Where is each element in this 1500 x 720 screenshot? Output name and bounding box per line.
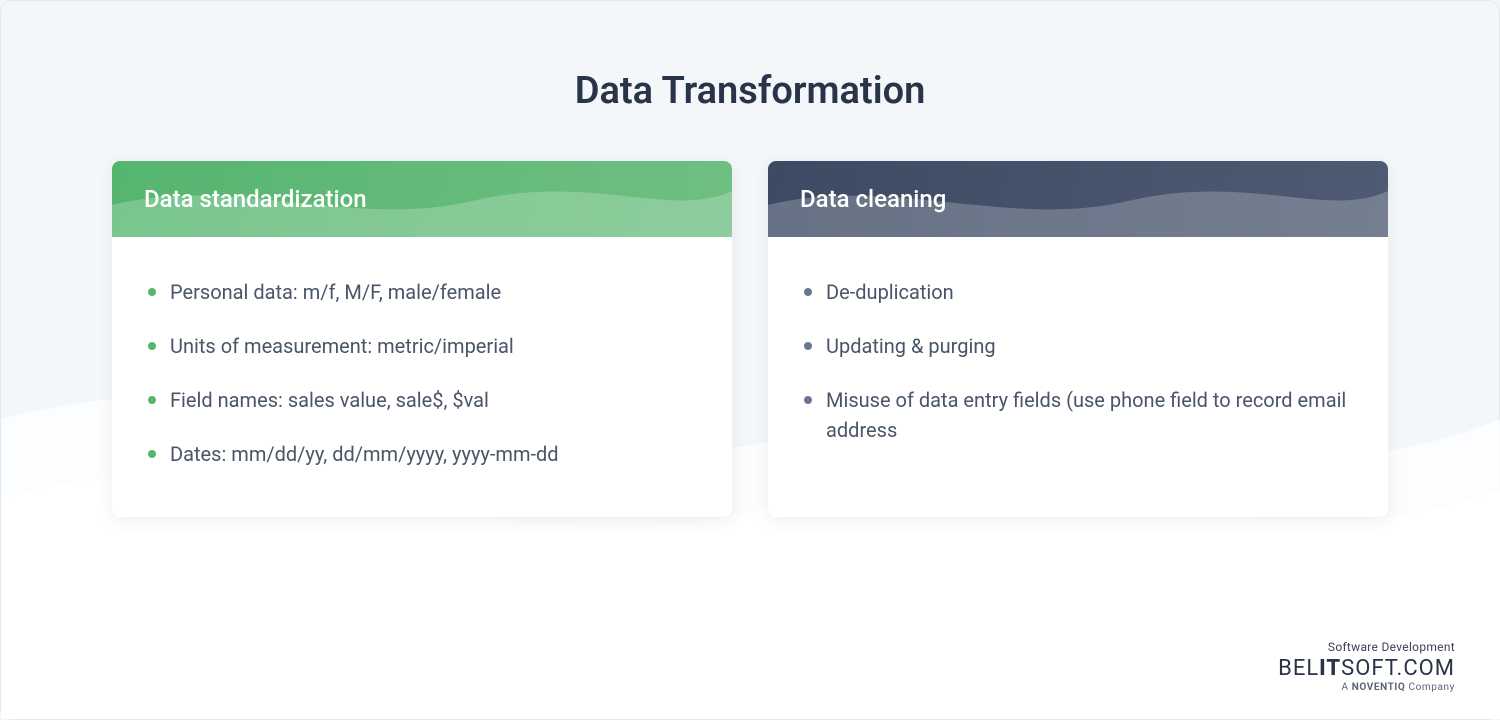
card-body: Personal data: m/f, M/F, male/female Unit…: [112, 237, 732, 517]
bullet-icon: [804, 342, 812, 350]
bullet-icon: [148, 450, 156, 458]
bullet-icon: [804, 288, 812, 296]
list-item-text: Misuse of data entry fields (use phone f…: [826, 385, 1352, 445]
list-item: De-duplication: [804, 265, 1352, 319]
footer-brand: BELITSOFT.COM: [1278, 656, 1455, 681]
bullet-icon: [148, 342, 156, 350]
list-item-text: Updating & purging: [826, 331, 996, 361]
card-body: De-duplication Updating & purging Misuse o…: [768, 237, 1388, 517]
bullet-icon: [148, 288, 156, 296]
list-item-text: Dates: mm/dd/yy, dd/mm/yyyy, yyyy-mm-dd: [170, 439, 559, 469]
card: Data cleaning De-duplication Updating & pu…: [768, 161, 1388, 517]
card-title: Data cleaning: [800, 185, 946, 213]
list-item-text: De-duplication: [826, 277, 954, 307]
footer-logo: Software Development BELITSOFT.COM A NOV…: [1278, 640, 1455, 693]
card-header: Data cleaning: [768, 161, 1388, 237]
card-header: Data standardization: [112, 161, 732, 237]
list-item: Misuse of data entry fields (use phone f…: [804, 373, 1352, 457]
list-item: Personal data: m/f, M/F, male/female: [148, 265, 696, 319]
footer-tagline: Software Development: [1278, 640, 1455, 654]
list-item-text: Personal data: m/f, M/F, male/female: [170, 277, 501, 307]
list-item: Field names: sales value, sale$, $val: [148, 373, 696, 427]
list-item-text: Field names: sales value, sale$, $val: [170, 385, 489, 415]
list-item-text: Units of measurement: metric/imperial: [170, 331, 514, 361]
card-title: Data standardization: [144, 185, 367, 213]
cards-container: Data standardization Personal data: m/f, …: [1, 161, 1499, 517]
card: Data standardization Personal data: m/f, …: [112, 161, 732, 517]
list-item: Updating & purging: [804, 319, 1352, 373]
footer-subline: A NOVENTIQ Company: [1278, 682, 1455, 693]
bullet-icon: [804, 396, 812, 404]
list-item: Units of measurement: metric/imperial: [148, 319, 696, 373]
bullet-icon: [148, 396, 156, 404]
page-title: Data Transformation: [1, 1, 1499, 113]
list-item: Dates: mm/dd/yy, dd/mm/yyyy, yyyy-mm-dd: [148, 427, 696, 481]
